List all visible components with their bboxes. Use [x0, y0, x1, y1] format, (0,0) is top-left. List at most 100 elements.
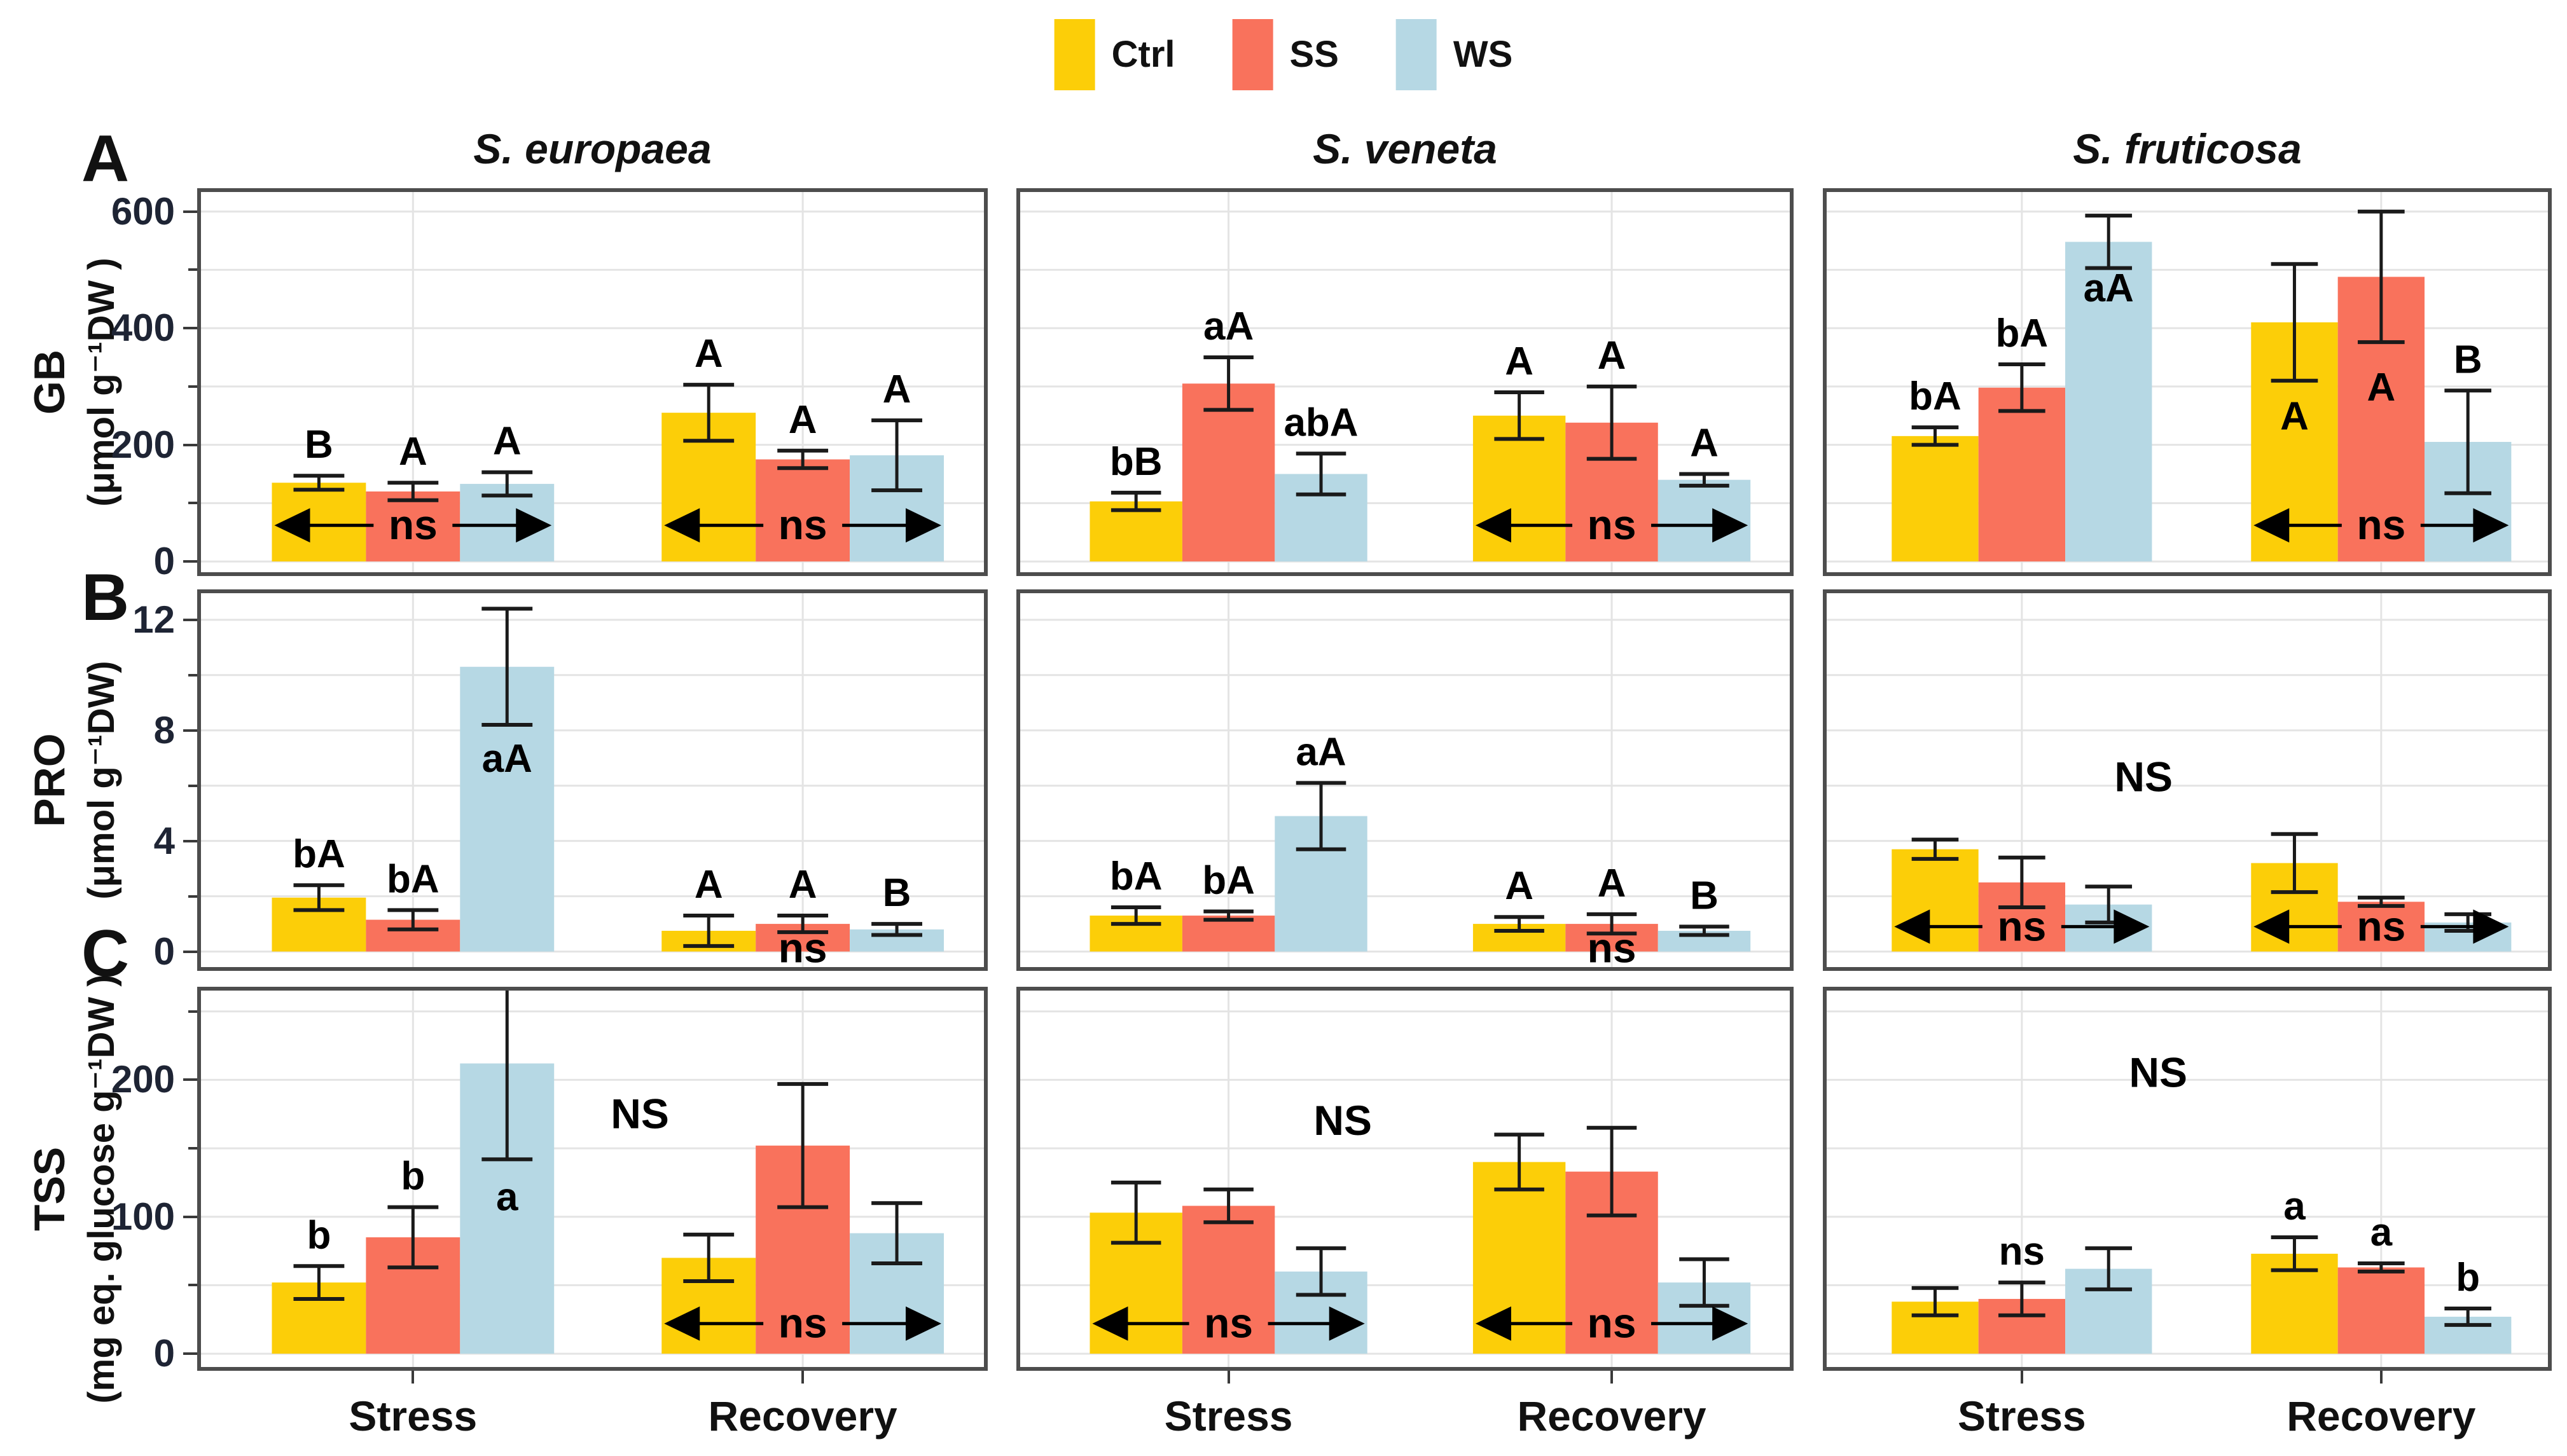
- ns-arrow-label: ns: [1588, 501, 1636, 548]
- significance-letter: bB: [1110, 440, 1163, 484]
- significance-letter: abA: [1284, 401, 1358, 444]
- significance-letter: A: [695, 863, 723, 907]
- y-tick-minor: [188, 1284, 197, 1287]
- significance-letter: A: [1598, 334, 1626, 378]
- significance-letter: bA: [1202, 859, 1255, 903]
- significance-letter: A: [789, 398, 817, 442]
- bar-ss: [1182, 1205, 1275, 1354]
- ns-arrow-label: ns: [1204, 1300, 1253, 1347]
- x-tick-mark: [412, 1371, 415, 1384]
- y-tick-major: [183, 950, 197, 953]
- significance-letter: a: [2370, 1211, 2393, 1254]
- legend-label-ss: SS: [1289, 34, 1339, 75]
- y-tick-minor: [188, 385, 197, 388]
- y-tick-minor: [188, 673, 197, 676]
- y-tick-minor: [188, 895, 197, 898]
- legend-label-ctrl: Ctrl: [1111, 34, 1175, 75]
- x-tick-label: Stress: [349, 1392, 478, 1439]
- y-tick-label: 0: [153, 930, 175, 973]
- y-tick-label: 0: [153, 1332, 175, 1375]
- x-tick-mark: [2379, 1371, 2383, 1384]
- species-title: S. fruticosa: [2073, 125, 2302, 172]
- ns-arrow-label: ns: [2356, 902, 2405, 949]
- significance-letter: aA: [1296, 730, 1346, 774]
- significance-letter: aA: [2084, 266, 2134, 310]
- panel-letter: B: [81, 561, 130, 635]
- x-tick-mark: [801, 1371, 805, 1384]
- annotation-ns: ns: [1588, 924, 1636, 971]
- bar-ss: [366, 491, 460, 562]
- arrow-right-icon: [1712, 508, 1748, 543]
- significance-letter: A: [695, 332, 723, 376]
- y-tick-minor: [188, 1010, 197, 1013]
- panel-pro-s-fruticosa: ns ns NS: [1823, 589, 2552, 971]
- y-tick-major: [183, 327, 197, 330]
- arrow-left-icon: [664, 1306, 700, 1341]
- y-tick-major: [183, 560, 197, 563]
- arrow-right-icon: [906, 1306, 942, 1341]
- y-tick-major: [183, 443, 197, 446]
- panel-pro-s-veneta: bA bA aA A A Bns: [1016, 589, 1794, 971]
- x-tick-label: Recovery: [1517, 1392, 1706, 1439]
- significance-letter: B: [2454, 338, 2482, 381]
- legend-swatch-ss: [1232, 19, 1273, 90]
- panel-gb-s-fruticosa: bA bA aA A A Bns: [1823, 188, 2552, 576]
- panel-gb-s-veneta: bB aA abA A A Ans: [1016, 188, 1794, 576]
- arrow-left-icon: [664, 508, 700, 543]
- significance-letter: a: [496, 1175, 518, 1219]
- significance-letter: A: [1690, 421, 1719, 465]
- y-tick-major: [183, 1078, 197, 1082]
- x-tick-mark: [1610, 1371, 1614, 1384]
- y-tick-major: [183, 839, 197, 842]
- significance-letter: aA: [1203, 305, 1254, 348]
- bar-ss: [756, 459, 850, 562]
- y-tick-major: [183, 1215, 197, 1218]
- y-tick-major: [183, 1352, 197, 1356]
- significance-letter: a: [2283, 1185, 2306, 1228]
- legend: Ctrl SS WS: [1054, 19, 1513, 90]
- significance-letter: A: [2367, 366, 2395, 409]
- arrow-right-icon: [1329, 1306, 1365, 1341]
- annotation-ns: NS: [2129, 1049, 2187, 1096]
- bar-ss: [1182, 383, 1275, 562]
- panel-tss-s-veneta: ns ns NS: [1016, 987, 1794, 1371]
- ns-arrow-label: ns: [2356, 501, 2405, 548]
- legend-item-ws: WS: [1395, 19, 1513, 90]
- legend-swatch-ws: [1395, 19, 1437, 90]
- significance-letter: A: [399, 430, 427, 474]
- legend-item-ctrl: Ctrl: [1054, 19, 1175, 90]
- y-tick-label: 8: [153, 708, 175, 752]
- x-tick-label: Recovery: [2287, 1392, 2476, 1439]
- panel-letter: A: [81, 122, 130, 196]
- significance-letter: A: [1598, 862, 1626, 905]
- significance-letter: B: [883, 871, 911, 915]
- significance-letter: B: [305, 423, 333, 467]
- x-tick-mark: [2020, 1371, 2023, 1384]
- bar-ctrl: [1892, 849, 1979, 952]
- legend-label-ws: WS: [1453, 34, 1513, 75]
- y-tick-minor: [188, 268, 197, 271]
- bar-ws: [2065, 242, 2152, 562]
- y-tick-major: [183, 618, 197, 621]
- x-tick-mark: [1227, 1371, 1230, 1384]
- significance-letter: bA: [293, 832, 345, 876]
- significance-letter: A: [2280, 395, 2309, 439]
- significance-letter: b: [307, 1213, 331, 1257]
- bar-ss: [2337, 902, 2425, 952]
- bar-ss: [2337, 1267, 2425, 1354]
- arrow-left-icon: [2253, 508, 2290, 543]
- annotation-ns: NS: [2114, 753, 2173, 800]
- bar-ss: [1978, 387, 2066, 562]
- arrow-right-icon: [1712, 1306, 1748, 1341]
- annotation-ns: NS: [1313, 1097, 1372, 1144]
- annotation-ns: NS: [611, 1090, 669, 1137]
- y-tick-label: 4: [153, 819, 175, 862]
- significance-letter: B: [1690, 874, 1719, 917]
- y-tick-major: [183, 729, 197, 732]
- significance-letter: bA: [1996, 312, 2049, 355]
- ns-arrow-label: ns: [1997, 902, 2046, 949]
- y-tick-label: 0: [153, 540, 175, 583]
- arrow-right-icon: [2473, 508, 2509, 543]
- significance-letter: A: [493, 420, 522, 464]
- y-tick-minor: [188, 784, 197, 787]
